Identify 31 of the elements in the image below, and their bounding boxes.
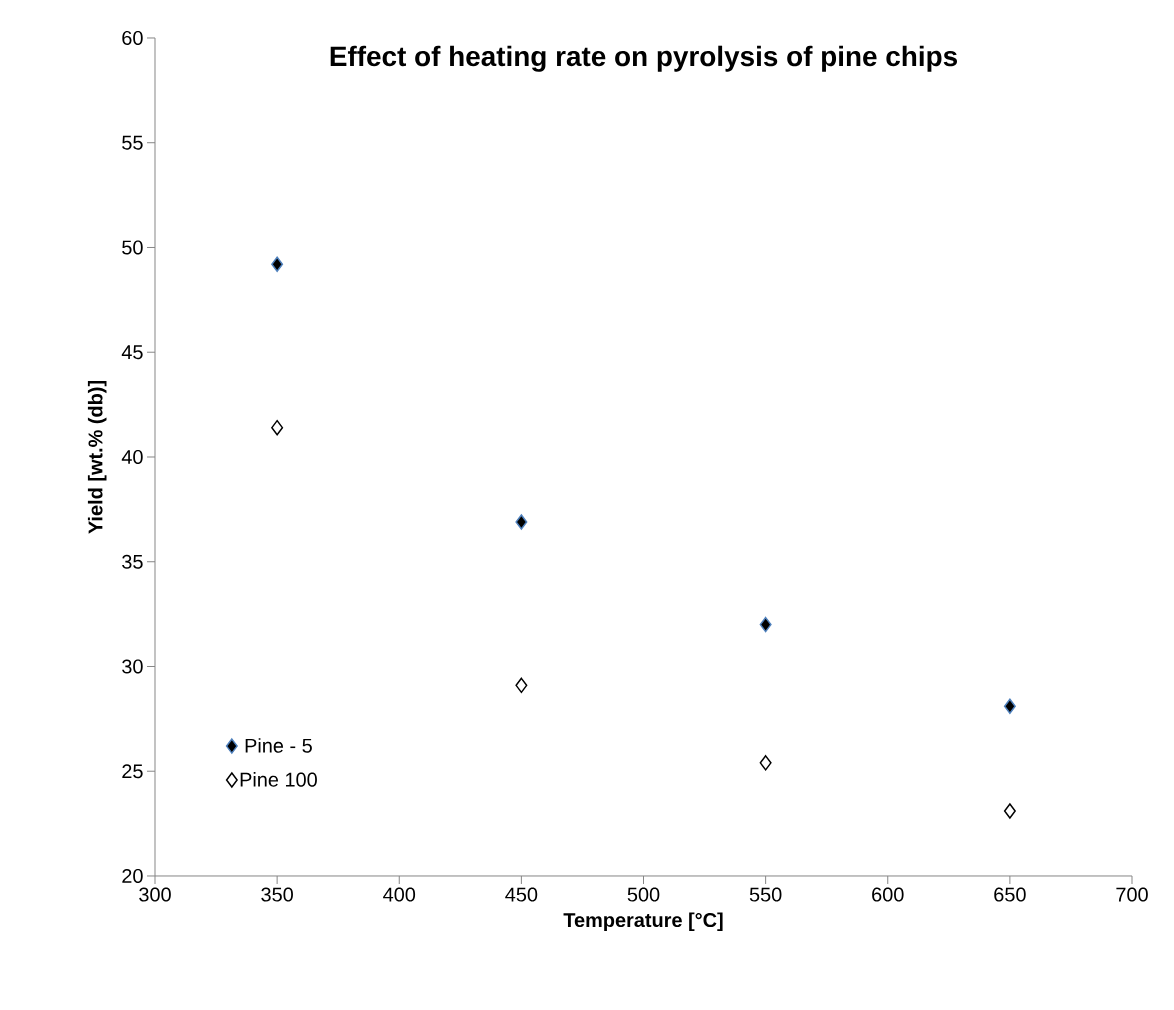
legend-label: Pine - 5 (245, 738, 312, 753)
legend-label: Pine 100 (240, 772, 317, 787)
x-tick-label: 350 (261, 887, 293, 902)
x-tick-label: 500 (627, 887, 660, 902)
x-tick-label: 700 (1116, 887, 1148, 902)
point (515, 514, 528, 530)
x-axis-title: Temperature [°C] (563, 912, 723, 932)
y-tick-label: 20 (122, 868, 143, 884)
point (759, 755, 772, 771)
point (515, 677, 528, 694)
y-tick-label: 40 (121, 449, 143, 465)
chart-title: Effect of heating rate on pyrolysis of pine chips (330, 45, 958, 72)
x-tick-label: 600 (872, 887, 904, 902)
x-tick-label: 400 (383, 887, 416, 902)
y-tick-label: 55 (122, 135, 143, 150)
y-tick-label: 25 (122, 764, 143, 779)
point (759, 616, 772, 633)
y-tick-label: 45 (121, 345, 143, 360)
x-tick-label: 550 (749, 887, 782, 902)
x-tick-label: 450 (505, 887, 538, 902)
y-axis-title: Yield [wt.% (db)] (87, 380, 107, 534)
y-tick-label: 60 (122, 30, 143, 46)
y-tick-label: 50 (122, 240, 143, 255)
point (1003, 698, 1016, 715)
y-tick-label: 35 (122, 554, 143, 569)
y-tick-label: 30 (122, 659, 143, 674)
point (271, 419, 284, 436)
x-tick-label: 650 (994, 887, 1026, 902)
point (271, 256, 284, 272)
x-tick-label: 300 (139, 887, 171, 902)
point (1003, 803, 1016, 819)
